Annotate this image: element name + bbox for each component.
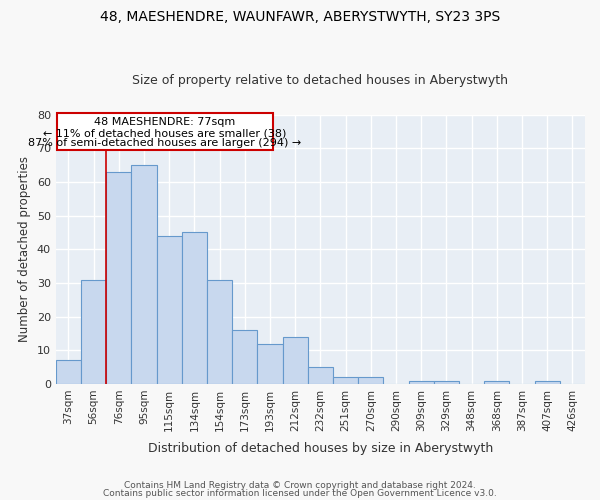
FancyBboxPatch shape — [57, 113, 272, 150]
Bar — [535, 380, 560, 384]
Bar — [283, 337, 308, 384]
Bar — [182, 232, 207, 384]
Text: 48 MAESHENDRE: 77sqm: 48 MAESHENDRE: 77sqm — [94, 117, 235, 127]
Bar — [207, 280, 232, 384]
Bar — [333, 377, 358, 384]
Y-axis label: Number of detached properties: Number of detached properties — [19, 156, 31, 342]
Text: ← 11% of detached houses are smaller (38): ← 11% of detached houses are smaller (38… — [43, 128, 287, 138]
Title: Size of property relative to detached houses in Aberystwyth: Size of property relative to detached ho… — [133, 74, 508, 87]
Bar — [484, 380, 509, 384]
Bar — [358, 377, 383, 384]
Bar — [409, 380, 434, 384]
Bar — [434, 380, 459, 384]
Text: 87% of semi-detached houses are larger (294) →: 87% of semi-detached houses are larger (… — [28, 138, 301, 148]
Bar — [106, 172, 131, 384]
Text: Contains public sector information licensed under the Open Government Licence v3: Contains public sector information licen… — [103, 488, 497, 498]
Bar — [308, 367, 333, 384]
Bar — [257, 344, 283, 384]
Text: 48, MAESHENDRE, WAUNFAWR, ABERYSTWYTH, SY23 3PS: 48, MAESHENDRE, WAUNFAWR, ABERYSTWYTH, S… — [100, 10, 500, 24]
Bar — [232, 330, 257, 384]
Bar — [131, 165, 157, 384]
Bar — [81, 280, 106, 384]
X-axis label: Distribution of detached houses by size in Aberystwyth: Distribution of detached houses by size … — [148, 442, 493, 455]
Bar — [157, 236, 182, 384]
Bar — [56, 360, 81, 384]
Text: Contains HM Land Registry data © Crown copyright and database right 2024.: Contains HM Land Registry data © Crown c… — [124, 481, 476, 490]
